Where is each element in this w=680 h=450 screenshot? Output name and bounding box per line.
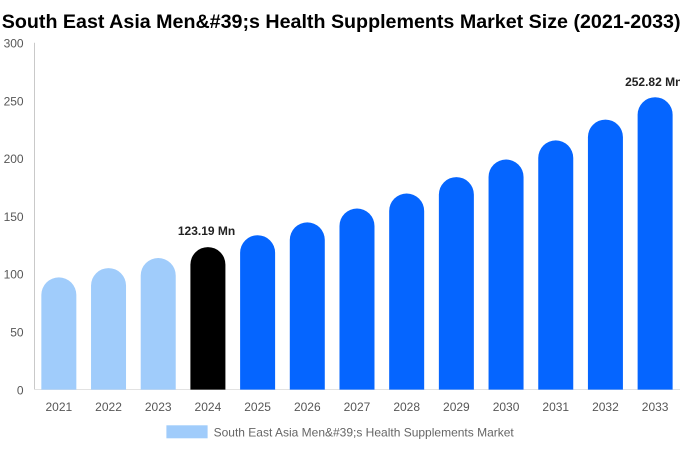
svg-text:2031: 2031 [542, 400, 569, 414]
svg-text:123.19 Mn: 123.19 Mn [178, 224, 235, 238]
svg-text:2026: 2026 [294, 400, 321, 414]
svg-text:2027: 2027 [344, 400, 371, 414]
svg-text:250: 250 [4, 94, 24, 108]
svg-text:2021: 2021 [45, 400, 72, 414]
svg-text:2024: 2024 [195, 400, 222, 414]
svg-text:300: 300 [4, 37, 24, 51]
svg-text:2023: 2023 [145, 400, 172, 414]
svg-text:150: 150 [4, 210, 24, 224]
svg-text:2030: 2030 [493, 400, 520, 414]
svg-text:2033: 2033 [642, 400, 669, 414]
svg-text:2028: 2028 [393, 400, 420, 414]
svg-text:100: 100 [4, 268, 24, 282]
svg-text:South East Asia Men&#39;s Heal: South East Asia Men&#39;s Health Supplem… [2, 11, 680, 33]
svg-text:252.82 Mn: 252.82 Mn [625, 75, 680, 89]
svg-text:2025: 2025 [244, 400, 271, 414]
svg-text:2022: 2022 [95, 400, 122, 414]
svg-text:50: 50 [10, 326, 24, 340]
svg-text:200: 200 [4, 152, 24, 166]
svg-text:South East Asia Men&#39;s Heal: South East Asia Men&#39;s Health Supplem… [214, 425, 515, 439]
svg-text:2029: 2029 [443, 400, 470, 414]
svg-text:0: 0 [17, 383, 24, 397]
svg-text:2032: 2032 [592, 400, 619, 414]
